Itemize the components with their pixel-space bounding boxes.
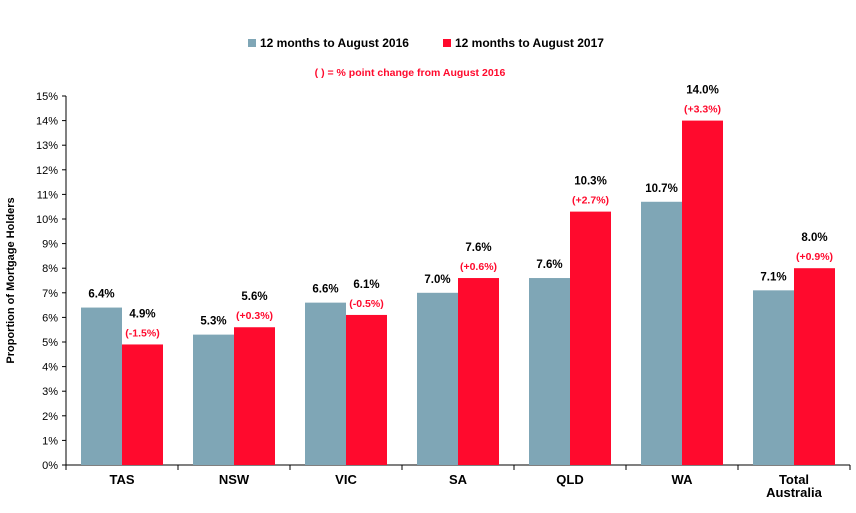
change-label: (+0.6%): [460, 261, 497, 273]
change-label: (+0.9%): [796, 251, 833, 263]
bar-series-1: [81, 307, 122, 465]
x-tick-label: Total Australia: [766, 472, 822, 500]
y-axis-label: Proportion of Mortgage Holders: [5, 197, 17, 363]
y-tick-label: 1%: [42, 435, 58, 447]
y-tick-label: 9%: [42, 239, 58, 251]
x-tick-label: VIC: [335, 472, 357, 487]
y-tick-label: 4%: [42, 362, 58, 374]
x-tick-label: TAS: [109, 472, 134, 487]
data-label-series-2: 14.0%: [686, 85, 719, 97]
y-tick-label: 10%: [36, 214, 58, 226]
data-label-series-2: 7.6%: [465, 242, 491, 254]
data-label-series-1: 7.6%: [536, 259, 562, 271]
bar-series-2: [122, 344, 163, 465]
data-label-series-2: 6.1%: [353, 279, 379, 291]
x-tick-label: NSW: [219, 472, 250, 487]
bar-series-1: [753, 290, 794, 465]
y-tick-label: 5%: [42, 337, 58, 349]
data-label-series-2: 4.9%: [129, 308, 155, 320]
change-label: (+2.7%): [572, 195, 609, 207]
x-tick-label-line: Total: [779, 472, 809, 487]
data-label-series-1: 7.1%: [760, 271, 786, 283]
bar-series-1: [641, 201, 682, 465]
bar-series-2: [346, 314, 387, 465]
legend-label-series-2: 12 months to August 2017: [455, 36, 604, 50]
bar-series-1: [193, 334, 234, 465]
data-label-series-1: 6.6%: [312, 284, 338, 296]
bar-series-1: [305, 302, 346, 465]
y-tick-label: 3%: [42, 386, 58, 398]
y-tick-label: 15%: [36, 91, 58, 103]
bar-series-2: [682, 120, 723, 465]
x-tick-label: QLD: [556, 472, 583, 487]
y-tick-label: 12%: [36, 165, 58, 177]
bar-series-1: [417, 292, 458, 465]
bar-series-2: [794, 268, 835, 465]
data-label-series-2: 10.3%: [574, 176, 607, 188]
y-tick-label: 7%: [42, 288, 58, 300]
bar-series-2: [570, 211, 611, 465]
y-tick-label: 14%: [36, 116, 58, 128]
data-label-series-1: 5.3%: [200, 316, 226, 328]
legend-swatch-series-2: [443, 39, 451, 47]
data-label-series-1: 6.4%: [88, 289, 114, 301]
y-tick-label: 13%: [36, 140, 58, 152]
data-label-series-2: 8.0%: [801, 232, 827, 244]
data-label-series-1: 10.7%: [645, 183, 678, 195]
legend-swatch-series-1: [248, 39, 256, 47]
data-label-series-2: 5.6%: [241, 291, 267, 303]
chart-annotation: ( ) = % point change from August 2016: [315, 67, 506, 79]
bar-series-1: [529, 278, 570, 465]
y-tick-label: 0%: [42, 460, 58, 472]
y-tick-label: 6%: [42, 312, 58, 324]
change-label: (-1.5%): [125, 327, 159, 339]
change-label: (-0.5%): [349, 298, 383, 310]
x-tick-label-line: Australia: [766, 485, 822, 500]
x-tick-label: WA: [672, 472, 694, 487]
change-label: (+3.3%): [684, 104, 721, 116]
y-tick-label: 11%: [37, 189, 58, 201]
legend-label-series-1: 12 months to August 2016: [260, 36, 409, 50]
bar-series-2: [234, 327, 275, 465]
change-label: (+0.3%): [236, 310, 273, 322]
bar-series-2: [458, 278, 499, 465]
y-tick-label: 8%: [42, 263, 58, 275]
y-tick-label: 2%: [42, 411, 58, 423]
data-label-series-1: 7.0%: [424, 274, 450, 286]
x-tick-label: SA: [449, 472, 468, 487]
